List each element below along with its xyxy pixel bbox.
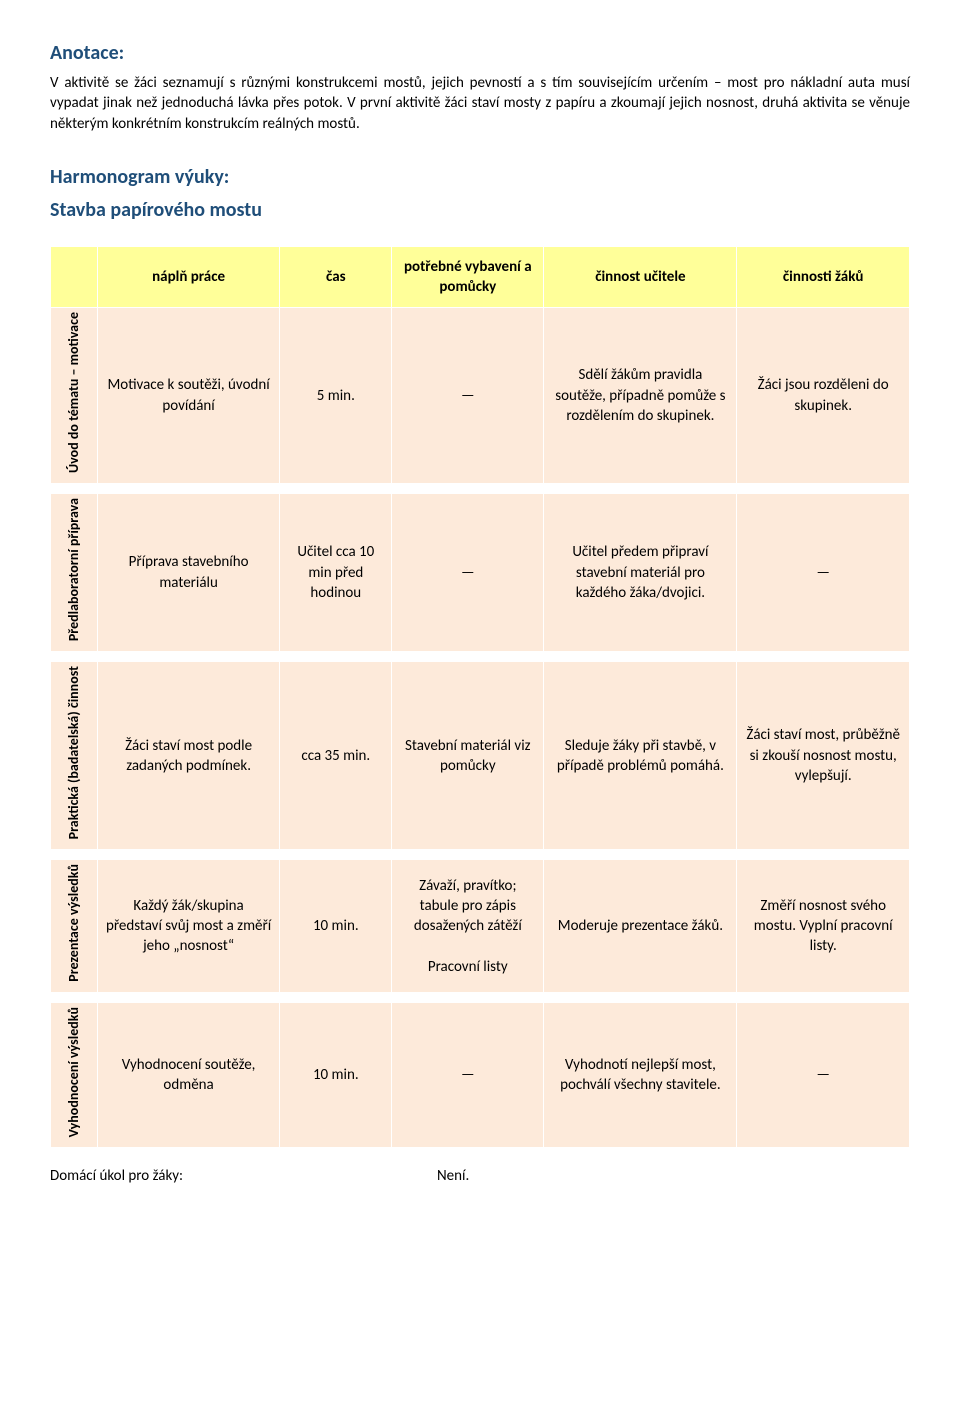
table-row: Praktická (badatelská) činnostŽáci staví… (51, 662, 910, 850)
schedule-table: náplň práce čas potřebné vybavení a pomů… (50, 246, 910, 1149)
annotation-text: V aktivitě se žáci seznamují s různými k… (50, 73, 910, 134)
table-header-row: náplň práce čas potřebné vybavení a pomů… (51, 246, 910, 308)
cell-c2: Učitel cca 10 min před hodinou (280, 494, 392, 652)
th-ucitel: činnost učitele (544, 246, 737, 308)
cell-c4: Učitel předem připraví stavební materiál… (544, 494, 737, 652)
cell-c1: Žáci staví most podle zadaných podmínek. (97, 662, 280, 850)
table-row: Úvod do tématu – motivaceMotivace k sout… (51, 308, 910, 484)
cell-c1: Vyhodnocení soutěže, odměna (97, 1002, 280, 1147)
th-napln: náplň práce (97, 246, 280, 308)
table-row: Předlaboratorní přípravaPříprava stavebn… (51, 494, 910, 652)
cell-c5: Žáci staví most, průběžně si zkouší nosn… (737, 662, 910, 850)
cell-c1: Příprava stavebního materiálu (97, 494, 280, 652)
row-phase-label: Úvod do tématu – motivace (51, 308, 98, 484)
annotation-title: Anotace: (50, 40, 910, 67)
cell-c4: Vyhodnotí nejlepší most, pochválí všechn… (544, 1002, 737, 1147)
cell-c5: — (737, 494, 910, 652)
cell-c3: Závaží, pravítko; tabule pro zápis dosaž… (392, 860, 544, 993)
footer-right: Není. (437, 1166, 469, 1186)
cell-c3: — (392, 494, 544, 652)
th-zaci: činnosti žáků (737, 246, 910, 308)
th-blank (51, 246, 98, 308)
cell-c5: Změří nosnost svého mostu. Vyplní pracov… (737, 860, 910, 993)
cell-c4: Sdělí žákům pravidla soutěže, případně p… (544, 308, 737, 484)
cell-c5: Žáci jsou rozděleni do skupinek. (737, 308, 910, 484)
cell-c5: — (737, 1002, 910, 1147)
row-phase-label: Prezentace výsledků (51, 860, 98, 993)
cell-c2: 10 min. (280, 1002, 392, 1147)
footer-left: Domácí úkol pro žáky: (50, 1166, 437, 1186)
section-heading-1: Harmonogram výuky: (50, 164, 910, 191)
table-row: Prezentace výsledkůKaždý žák/skupina pře… (51, 860, 910, 993)
spacer-row (51, 484, 910, 494)
cell-c3: — (392, 1002, 544, 1147)
row-phase-label: Praktická (badatelská) činnost (51, 662, 98, 850)
section-heading-2: Stavba papírového mostu (50, 197, 910, 224)
th-vybaveni: potřebné vybavení a pomůcky (392, 246, 544, 308)
row-phase-label: Vyhodnocení výsledků (51, 1002, 98, 1147)
cell-c4: Sleduje žáky při stavbě, v případě probl… (544, 662, 737, 850)
cell-c1: Každý žák/skupina představí svůj most a … (97, 860, 280, 993)
cell-c2: 5 min. (280, 308, 392, 484)
spacer-row (51, 992, 910, 1002)
cell-c2: cca 35 min. (280, 662, 392, 850)
cell-c3: — (392, 308, 544, 484)
spacer-row (51, 850, 910, 860)
cell-c2: 10 min. (280, 860, 392, 993)
th-cas: čas (280, 246, 392, 308)
spacer-row (51, 652, 910, 662)
row-phase-label: Předlaboratorní příprava (51, 494, 98, 652)
cell-c1: Motivace k soutěži, úvodní povídání (97, 308, 280, 484)
footer: Domácí úkol pro žáky: Není. (50, 1166, 910, 1186)
cell-c4: Moderuje prezentace žáků. (544, 860, 737, 993)
cell-c3: Stavební materiál viz pomůcky (392, 662, 544, 850)
table-row: Vyhodnocení výsledkůVyhodnocení soutěže,… (51, 1002, 910, 1147)
